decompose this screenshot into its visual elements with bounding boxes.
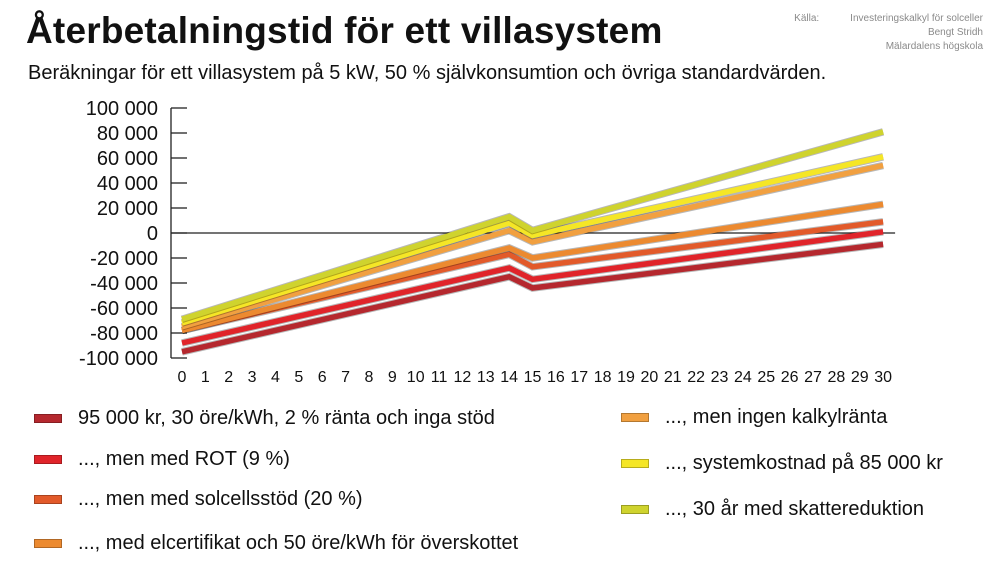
y-tick-label-5: 0 bbox=[147, 223, 158, 245]
source-label: Källa: bbox=[794, 13, 820, 24]
series-line-4 bbox=[181, 201, 884, 334]
y-tick-label-3: -40 000 bbox=[90, 273, 158, 295]
x-tick-label-17: 17 bbox=[570, 369, 588, 386]
x-tick-label-23: 23 bbox=[711, 369, 729, 386]
x-tick-label-19: 19 bbox=[617, 369, 635, 386]
source-block: Källa: Investeringskalkyl för solceller … bbox=[794, 12, 983, 54]
y-tick-label-4: -20 000 bbox=[90, 248, 158, 270]
y-tick-label-2: -60 000 bbox=[90, 298, 158, 320]
x-tick-label-0: 0 bbox=[178, 369, 187, 386]
x-tick-label-5: 5 bbox=[294, 369, 303, 386]
y-tick-label-1: -80 000 bbox=[90, 323, 158, 345]
series-line-2 bbox=[181, 229, 884, 346]
chart-title: Återbetalningstid för ett villasystem bbox=[26, 10, 663, 51]
x-tick-label-27: 27 bbox=[804, 369, 822, 386]
legend-swatch-4 bbox=[34, 539, 62, 548]
source-line-3: Mälardalens högskola bbox=[885, 41, 983, 52]
x-tick-label-24: 24 bbox=[734, 369, 752, 386]
chart-subtitle: Beräkningar för ett villasystem på 5 kW,… bbox=[28, 62, 827, 84]
y-tick-label-7: 40 000 bbox=[97, 173, 158, 195]
x-tick-label-25: 25 bbox=[757, 369, 775, 386]
y-tick-label-10: 100 000 bbox=[86, 98, 158, 120]
source-line-1: Investeringskalkyl för solceller bbox=[850, 13, 983, 24]
legend-swatch-2 bbox=[34, 455, 62, 464]
y-tick-label-8: 60 000 bbox=[97, 148, 158, 170]
y-tick-label-0: -100 000 bbox=[79, 348, 158, 370]
x-tick-label-2: 2 bbox=[224, 369, 233, 386]
x-tick-label-28: 28 bbox=[827, 369, 845, 386]
legend-swatch-1 bbox=[34, 414, 62, 423]
series-line-3 bbox=[181, 219, 884, 334]
legend-swatch-3 bbox=[34, 495, 62, 504]
line-chart: -100 000 -80 000 -60 000 -40 000 -20 000 0 20 … bbox=[79, 98, 896, 386]
x-tick-label-18: 18 bbox=[594, 369, 612, 386]
x-tick-label-10: 10 bbox=[407, 369, 425, 386]
x-tick-label-9: 9 bbox=[388, 369, 397, 386]
legend-label-6: ..., systemkostnad på 85 000 kr bbox=[665, 452, 943, 474]
series-line-5 bbox=[181, 162, 884, 330]
series-line-6 bbox=[181, 154, 884, 326]
x-tick-label-21: 21 bbox=[664, 369, 682, 386]
legend-label-2: ..., men med ROT (9 %) bbox=[78, 448, 290, 470]
legend-swatch-6 bbox=[621, 459, 649, 468]
legend-swatch-5 bbox=[621, 413, 649, 422]
series-line-1 bbox=[181, 241, 884, 355]
source-line-2: Bengt Stridh bbox=[927, 27, 983, 38]
x-tick-label-29: 29 bbox=[851, 369, 869, 386]
y-tick-label-9: 80 000 bbox=[97, 123, 158, 145]
x-tick-label-16: 16 bbox=[547, 369, 565, 386]
series-line-7 bbox=[181, 129, 884, 322]
x-tick-label-15: 15 bbox=[524, 369, 542, 386]
x-tick-label-30: 30 bbox=[874, 369, 892, 386]
x-tick-label-4: 4 bbox=[271, 369, 280, 386]
x-tick-label-7: 7 bbox=[341, 369, 350, 386]
x-tick-label-1: 1 bbox=[201, 369, 210, 386]
legend-label-7: ..., 30 år med skattereduktion bbox=[665, 498, 925, 520]
x-tick-label-14: 14 bbox=[500, 369, 518, 386]
y-tick-label-6: 20 000 bbox=[97, 198, 158, 220]
legend-label-4: ..., med elcertifikat och 50 öre/kWh för… bbox=[78, 532, 519, 554]
x-tick-label-13: 13 bbox=[477, 369, 495, 386]
x-tick-label-20: 20 bbox=[641, 369, 659, 386]
legend-swatch-7 bbox=[621, 505, 649, 514]
legend-label-5: ..., men ingen kalkylränta bbox=[665, 406, 888, 428]
x-tick-label-22: 22 bbox=[687, 369, 705, 386]
x-tick-label-8: 8 bbox=[365, 369, 374, 386]
legend-label-1: 95 000 kr, 30 öre/kWh, 2 % ränta och ing… bbox=[78, 407, 495, 429]
legend-label-3: ..., men med solcellsstöd (20 %) bbox=[78, 488, 363, 510]
x-tick-label-26: 26 bbox=[781, 369, 799, 386]
x-tick-label-6: 6 bbox=[318, 369, 327, 386]
x-tick-label-3: 3 bbox=[248, 369, 257, 386]
x-tick-label-11: 11 bbox=[431, 369, 448, 386]
x-tick-label-12: 12 bbox=[454, 369, 472, 386]
